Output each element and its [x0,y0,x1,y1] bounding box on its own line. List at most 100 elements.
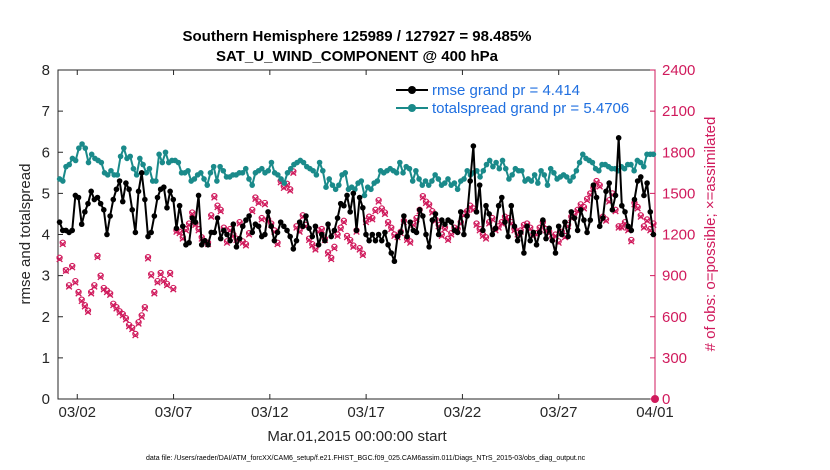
totalspread-point [538,167,544,174]
rmse-point [448,219,455,225]
totalspread-point [85,159,92,166]
x-tick-label: 04/01 [636,404,674,421]
totalspread-point [563,174,570,180]
obs-possible-point [154,277,161,285]
rmse-point [508,202,515,209]
totalspread-point [429,178,435,184]
totalspread-point [441,180,448,186]
rmse-point [151,213,158,219]
totalspread-point [502,165,509,172]
obs-assimilated-stroke [441,225,449,233]
obs-assimilated-point [91,283,98,290]
totalspread-point [191,176,198,182]
obs-assimilated-point [122,316,130,323]
obs-possible-point [331,243,338,250]
rmse-point [587,217,594,223]
rmse-point [243,217,249,223]
obs-assimilated-point [583,196,591,204]
totalspread-point [268,159,275,166]
obs-assimilated-stroke [119,312,127,319]
rmse-point [312,223,319,230]
obs-assimilated-stroke [327,255,335,263]
totalspread-point [265,167,272,174]
rmse-point [536,229,543,236]
obs-possible-point [334,231,341,238]
totalspread-point [143,170,150,176]
obs-assimilated-point [157,270,164,278]
rmse-point [322,237,328,244]
y-right-tick-label: 600 [662,309,687,326]
obs-possible-point [211,192,218,200]
y-right-tick-label: 2400 [662,62,695,79]
rmse-point [644,180,650,186]
rmse-point [480,227,486,234]
obs-possible-point [81,301,88,309]
obs-assimilated-point [384,220,392,227]
obs-assimilated-stroke [432,217,439,225]
totalspread-point [175,159,182,166]
rmse-point [211,229,218,236]
rmse-point [75,194,82,201]
totalspread-point [422,178,429,184]
rmse-point [366,237,372,244]
y-right-tick-label: 900 [662,268,687,285]
obs-assimilated-point [261,201,269,208]
obs-possible-point [94,252,101,259]
rmse-point [126,186,132,193]
totalspread-point [156,151,162,158]
rmse-point [179,223,186,230]
rmse-point [129,207,136,213]
rmse-point [372,237,379,244]
rmse-point [290,246,297,252]
obs-possible-point [157,269,164,277]
obs-assimilated-stroke [94,253,101,261]
rmse-point [227,237,233,244]
obs-assimilated-point [119,312,127,319]
totalspread-point [493,159,499,166]
obs-assimilated-point [81,303,89,310]
obs-assimilated-point [151,290,158,297]
y-right-tick-label: 300 [662,350,687,367]
rmse-point [265,209,271,215]
obs-possible-point [378,205,385,212]
totalspread-point [239,170,246,176]
totalspread-point [76,145,82,151]
rmse-point [97,200,104,207]
obs-possible-point [375,197,382,204]
rmse-point [631,196,638,203]
rmse-point [476,182,483,188]
totalspread-point [198,170,204,176]
totalspread-series [56,141,657,199]
rmse-point [454,229,461,236]
totalspread-point [127,153,134,160]
rmse-point [413,229,420,236]
obs-possible-point [69,262,76,270]
obs-possible-point [381,209,389,216]
rmse-point [271,237,278,244]
rmse-point [221,227,227,234]
obs-assimilated-stroke [236,220,243,227]
obs-possible-point [384,219,392,226]
rmse-point [145,233,151,240]
totalspread-point [287,165,294,172]
obs-assimilated-stroke [163,281,171,289]
totalspread-point [329,182,336,188]
totalspread-point [342,170,349,176]
obs-assimilated-point [188,210,196,218]
obs-possible-point [236,219,243,226]
rmse-point [593,194,600,201]
obs-assimilated-point [132,331,139,339]
totalspread-point [361,192,368,199]
totalspread-point [541,172,548,178]
rmse-point [116,178,123,184]
obs-assimilated-stroke [56,255,63,263]
rmse-point [619,202,625,209]
obs-assimilated-point [75,290,82,297]
x-tick-label: 03/12 [251,404,289,421]
obs-assimilated-stroke [176,229,183,237]
obs-assimilated-stroke [479,232,487,240]
obs-possible-point [640,223,648,230]
obs-assimilated-point [211,194,218,201]
obs-possible-point [596,181,603,189]
totalspread-point [114,172,121,178]
